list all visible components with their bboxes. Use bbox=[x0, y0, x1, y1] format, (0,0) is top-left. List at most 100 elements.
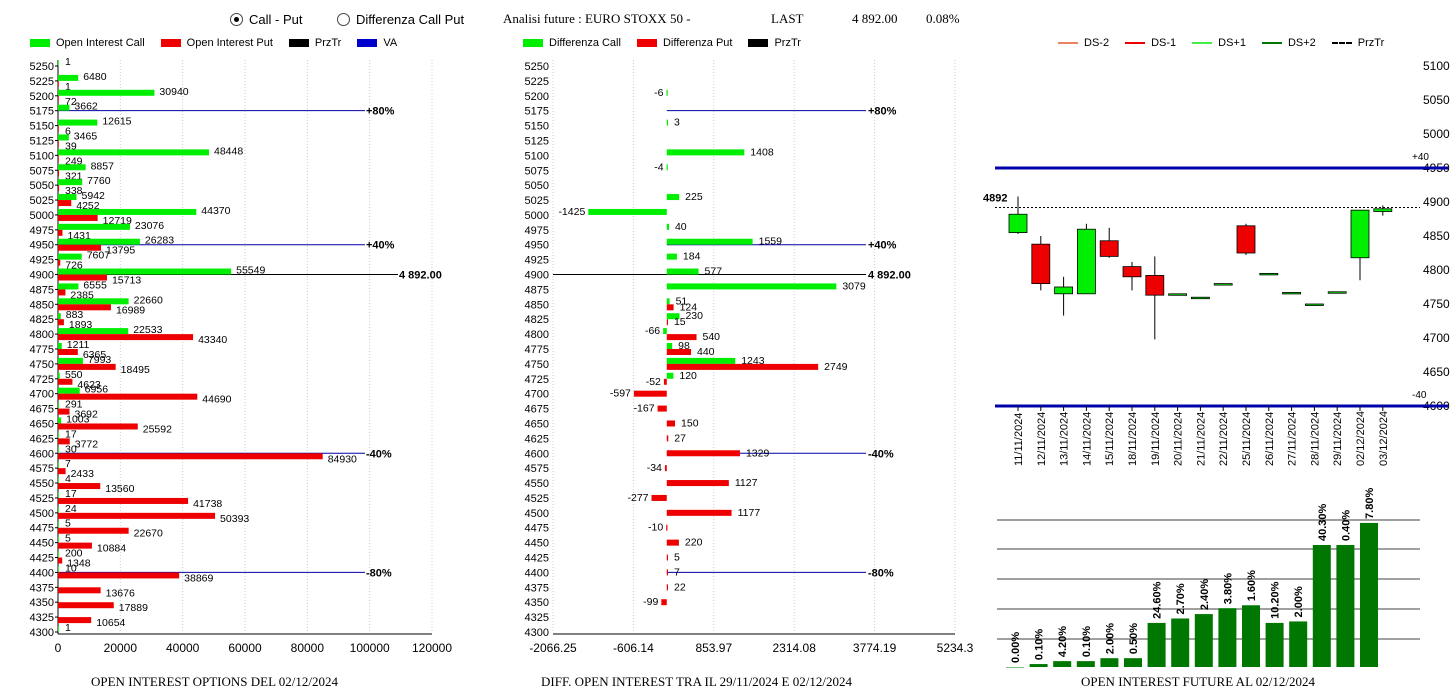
put-value-label: 1348 bbox=[67, 558, 91, 570]
oi-future-label: 10.20% bbox=[1270, 581, 1282, 619]
oi-future-bar bbox=[1124, 658, 1142, 667]
legend-swatch bbox=[748, 39, 769, 47]
call-value-label: 22660 bbox=[134, 294, 163, 306]
x-tick-label: 22/11/2024 bbox=[1218, 412, 1230, 466]
diff-call-bar-label: 225 bbox=[685, 191, 703, 203]
diff-put-bar bbox=[661, 599, 667, 606]
radio-call-put-label: Call - Put bbox=[249, 12, 303, 27]
diff-put-bar-label: -167 bbox=[634, 403, 655, 415]
y-tick-label: 4750 bbox=[525, 359, 549, 371]
put-value-label: 6365 bbox=[83, 349, 107, 361]
y-tick-label: 4775 bbox=[525, 344, 549, 356]
oi-future-bar bbox=[1006, 667, 1024, 668]
y-tick-label: 5125 bbox=[30, 135, 54, 147]
y-tick-label: 5075 bbox=[525, 165, 549, 177]
y-tick-label: 4800 bbox=[525, 329, 549, 341]
x-tick-label: 11/11/2024 bbox=[1013, 413, 1025, 466]
call-bar bbox=[58, 536, 59, 543]
diff-put-bar bbox=[666, 450, 740, 457]
radio-unselected-icon[interactable] bbox=[337, 13, 350, 26]
candle-body bbox=[1191, 296, 1210, 300]
call-value-label: 5942 bbox=[82, 190, 106, 202]
y-tick-label: 4575 bbox=[525, 463, 549, 475]
put-value-label: 4623 bbox=[77, 379, 101, 391]
diff-put-bar bbox=[633, 390, 667, 397]
call-bar bbox=[58, 432, 59, 439]
diff-call-bar-label: 51 bbox=[676, 295, 688, 307]
legend-swatch bbox=[1192, 42, 1213, 44]
diff-put-bar bbox=[666, 319, 668, 326]
call-value-label: 883 bbox=[66, 309, 84, 321]
call-bar bbox=[58, 179, 83, 186]
y-tick-label: 4650 bbox=[525, 418, 549, 430]
candle-body bbox=[1122, 266, 1142, 278]
diff-call-bar bbox=[666, 164, 668, 171]
candle-body bbox=[1008, 213, 1028, 234]
diff-put-bar-label: 1127 bbox=[735, 477, 758, 489]
legend-swatch bbox=[160, 39, 181, 47]
call-bar bbox=[58, 626, 59, 632]
put-bar bbox=[58, 125, 59, 132]
y-tick-label: 4325 bbox=[525, 612, 549, 624]
y-tick-label: 4850 bbox=[1423, 229, 1450, 243]
y-tick-label: 4825 bbox=[30, 314, 54, 326]
legend-swatch bbox=[636, 39, 657, 47]
call-value-label: 5 bbox=[65, 533, 71, 545]
y-tick-label: 5100 bbox=[1423, 59, 1450, 73]
reference-label: +80% bbox=[366, 106, 395, 118]
y-tick-label: 4950 bbox=[30, 240, 54, 252]
diff-call-bar-label: -4 bbox=[654, 161, 663, 173]
oi-future-label: 0.10% bbox=[1034, 629, 1046, 660]
reference-label: -80% bbox=[366, 567, 392, 579]
diff-call-bar-label: -66 bbox=[645, 325, 660, 337]
y-tick-label: 4750 bbox=[1423, 297, 1450, 311]
diff-put-bar-label: 1329 bbox=[746, 447, 770, 459]
y-tick-label: 4875 bbox=[30, 284, 54, 296]
diff-call-bar-label: 3079 bbox=[842, 280, 866, 292]
oi-future-bar bbox=[1194, 614, 1213, 667]
put-bar bbox=[58, 229, 63, 236]
call-value-label: 1 bbox=[65, 622, 71, 634]
y-tick-label: 5200 bbox=[525, 91, 549, 103]
y-tick-label: 5000 bbox=[1423, 127, 1450, 141]
y-tick-label: 4500 bbox=[30, 508, 54, 520]
legend-swatch bbox=[1331, 42, 1352, 44]
radio-diff[interactable]: Differenza Call Put bbox=[337, 12, 464, 27]
y-tick-label: 4850 bbox=[30, 299, 54, 311]
call-value-label: 17 bbox=[65, 428, 77, 440]
y-tick-label: 4600 bbox=[30, 448, 54, 460]
radio-call-put[interactable]: Call - Put bbox=[230, 12, 302, 27]
call-bar bbox=[58, 134, 69, 141]
diff-put-bar-label: -99 bbox=[643, 596, 658, 608]
footer-right: OPEN INTEREST FUTURE AL 02/12/2024 bbox=[1081, 674, 1316, 689]
y-tick-label: 4425 bbox=[30, 553, 54, 565]
put-value-label: 38869 bbox=[184, 572, 213, 584]
legend-label: VA bbox=[383, 37, 398, 49]
legend-label: DS+1 bbox=[1218, 37, 1246, 49]
candle-body bbox=[1282, 292, 1301, 295]
diff-put-bar bbox=[666, 509, 732, 516]
diff-put-bar-label: 7 bbox=[674, 566, 680, 578]
diff-call-bar-label: -6 bbox=[654, 87, 663, 99]
diff-call-bar-label: 98 bbox=[678, 340, 690, 352]
put-value-label: 72 bbox=[65, 96, 77, 108]
diff-call-bar-label: -1425 bbox=[558, 206, 585, 218]
radio-selected-icon[interactable] bbox=[230, 13, 243, 26]
call-bar bbox=[58, 313, 61, 320]
call-bar bbox=[58, 194, 77, 201]
legend-label: DS-2 bbox=[1084, 37, 1110, 49]
diff-call-bar bbox=[666, 313, 680, 320]
call-value-label: 1003 bbox=[66, 413, 90, 425]
call-value-label: 3662 bbox=[74, 101, 98, 113]
call-bar bbox=[58, 447, 59, 454]
oi-future-bar bbox=[1029, 664, 1048, 667]
diff-call-bar bbox=[666, 298, 670, 305]
call-value-label: 1211 bbox=[67, 339, 90, 351]
candle-body bbox=[1099, 240, 1119, 257]
put-value-label: 84930 bbox=[328, 453, 357, 465]
call-bar bbox=[58, 164, 86, 171]
legend-label: Open Interest Put bbox=[186, 37, 273, 49]
x-tick-label: 12/11/2024 bbox=[1036, 412, 1048, 466]
y-tick-label: 4725 bbox=[525, 374, 549, 386]
put-value-label: 6 bbox=[65, 126, 71, 138]
